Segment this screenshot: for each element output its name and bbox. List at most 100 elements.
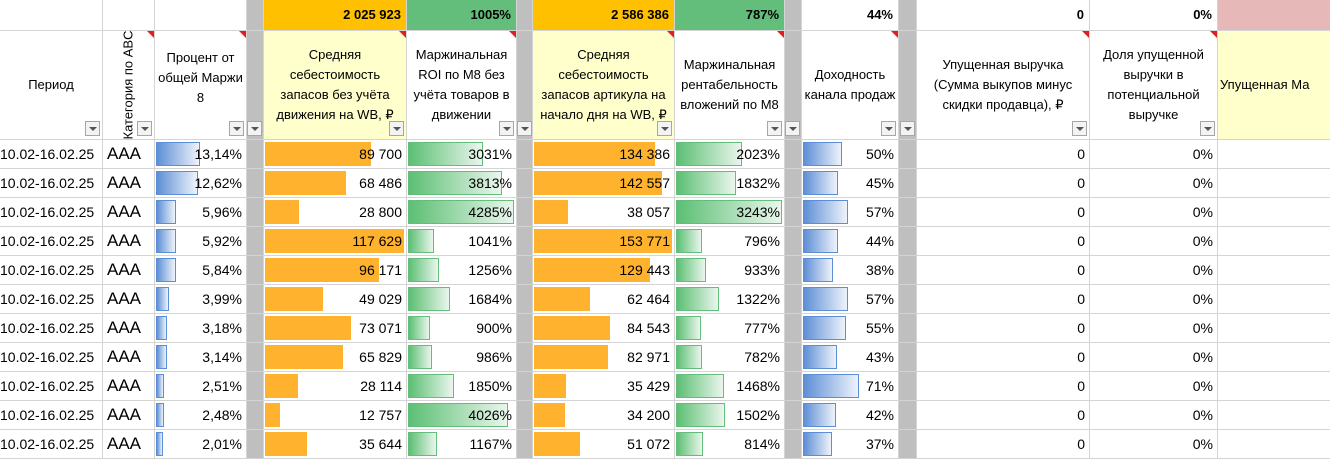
comment-indicator-icon[interactable] (239, 31, 246, 38)
cell-lost-margin[interactable] (1218, 169, 1330, 198)
cell-period[interactable]: 10.02-16.02.25 (0, 343, 103, 372)
cell-channel-yield[interactable]: 37% (802, 430, 899, 459)
filter-dropdown-icon[interactable] (137, 121, 152, 136)
summary-lost-revenue[interactable]: 0 (917, 0, 1090, 31)
cell-avg-cost-start-day[interactable]: 129 443 (533, 256, 675, 285)
cell-margin-pct[interactable]: 5,96% (155, 198, 247, 227)
cell-lost-revenue[interactable]: 0 (917, 343, 1090, 372)
filter-dropdown-icon[interactable] (229, 121, 244, 136)
summary-blank-period[interactable] (0, 0, 103, 31)
cell-channel-yield[interactable]: 57% (802, 198, 899, 227)
cell-roi-m8[interactable]: 4285% (407, 198, 517, 227)
cell-margin-return-m8[interactable]: 2023% (675, 140, 785, 169)
summary-blank-margin[interactable] (155, 0, 247, 31)
cell-roi-m8[interactable]: 986% (407, 343, 517, 372)
cell-channel-yield[interactable]: 50% (802, 140, 899, 169)
cell-period[interactable]: 10.02-16.02.25 (0, 140, 103, 169)
cell-avg-cost-no-move[interactable]: 73 071 (264, 314, 407, 343)
cell-abc[interactable]: AAA (103, 401, 155, 430)
cell-channel-yield[interactable]: 45% (802, 169, 899, 198)
comment-indicator-icon[interactable] (147, 31, 154, 38)
summary-margin-return-m8[interactable]: 787% (675, 0, 785, 31)
filter-dropdown-icon[interactable] (247, 121, 262, 136)
cell-margin-pct[interactable]: 5,84% (155, 256, 247, 285)
cell-abc[interactable]: AAA (103, 198, 155, 227)
cell-lost-margin[interactable] (1218, 140, 1330, 169)
cell-margin-pct[interactable]: 2,48% (155, 401, 247, 430)
cell-avg-cost-no-move[interactable]: 89 700 (264, 140, 407, 169)
cell-avg-cost-no-move[interactable]: 96 171 (264, 256, 407, 285)
cell-lost-revenue-share[interactable]: 0% (1090, 314, 1218, 343)
summary-blank-abc[interactable] (103, 0, 155, 31)
cell-period[interactable]: 10.02-16.02.25 (0, 198, 103, 227)
cell-period[interactable]: 10.02-16.02.25 (0, 372, 103, 401)
cell-margin-return-m8[interactable]: 814% (675, 430, 785, 459)
header-margin-return-m8[interactable]: Маржинальная рентабельность вложений по … (675, 31, 785, 140)
cell-avg-cost-no-move[interactable]: 65 829 (264, 343, 407, 372)
comment-indicator-icon[interactable] (509, 31, 516, 38)
cell-avg-cost-no-move[interactable]: 117 629 (264, 227, 407, 256)
comment-indicator-icon[interactable] (667, 31, 674, 38)
summary-lost-revenue-share[interactable]: 0% (1090, 0, 1218, 31)
cell-lost-revenue-share[interactable]: 0% (1090, 285, 1218, 314)
cell-avg-cost-no-move[interactable]: 49 029 (264, 285, 407, 314)
cell-abc[interactable]: AAA (103, 430, 155, 459)
cell-lost-margin[interactable] (1218, 227, 1330, 256)
cell-abc[interactable]: AAA (103, 256, 155, 285)
header-abc[interactable]: Категория по ABC (103, 31, 155, 140)
cell-avg-cost-start-day[interactable]: 51 072 (533, 430, 675, 459)
cell-avg-cost-start-day[interactable]: 82 971 (533, 343, 675, 372)
header-roi-m8[interactable]: Маржинальная ROI по М8 без учёта товаров… (407, 31, 517, 140)
header-avg-cost-start-day[interactable]: Средняя себестоимость запасов артикула н… (533, 31, 675, 140)
cell-lost-revenue-share[interactable]: 0% (1090, 140, 1218, 169)
comment-indicator-icon[interactable] (891, 31, 898, 38)
cell-margin-return-m8[interactable]: 933% (675, 256, 785, 285)
cell-margin-return-m8[interactable]: 782% (675, 343, 785, 372)
filter-dropdown-icon[interactable] (785, 121, 800, 136)
filter-dropdown-icon[interactable] (499, 121, 514, 136)
cell-channel-yield[interactable]: 55% (802, 314, 899, 343)
cell-avg-cost-start-day[interactable]: 134 386 (533, 140, 675, 169)
cell-lost-margin[interactable] (1218, 198, 1330, 227)
cell-lost-revenue-share[interactable]: 0% (1090, 372, 1218, 401)
cell-period[interactable]: 10.02-16.02.25 (0, 401, 103, 430)
cell-margin-return-m8[interactable]: 1832% (675, 169, 785, 198)
summary-lost-margin[interactable] (1218, 0, 1330, 31)
cell-lost-revenue[interactable]: 0 (917, 372, 1090, 401)
cell-margin-pct[interactable]: 3,18% (155, 314, 247, 343)
header-margin-pct[interactable]: Процент от общей Маржи 8 (155, 31, 247, 140)
cell-margin-return-m8[interactable]: 3243% (675, 198, 785, 227)
filter-dropdown-icon[interactable] (1072, 121, 1087, 136)
cell-lost-revenue-share[interactable]: 0% (1090, 227, 1218, 256)
cell-lost-revenue-share[interactable]: 0% (1090, 343, 1218, 372)
filter-dropdown-icon[interactable] (85, 121, 100, 136)
cell-margin-pct[interactable]: 2,51% (155, 372, 247, 401)
cell-roi-m8[interactable]: 1256% (407, 256, 517, 285)
cell-abc[interactable]: AAA (103, 169, 155, 198)
cell-avg-cost-no-move[interactable]: 28 800 (264, 198, 407, 227)
cell-period[interactable]: 10.02-16.02.25 (0, 227, 103, 256)
cell-channel-yield[interactable]: 38% (802, 256, 899, 285)
cell-roi-m8[interactable]: 1850% (407, 372, 517, 401)
cell-roi-m8[interactable]: 1167% (407, 430, 517, 459)
header-lost-margin[interactable]: Упущенная Ма (1218, 31, 1330, 140)
summary-avg-cost-no-move[interactable]: 2 025 923 (264, 0, 407, 31)
filter-dropdown-icon[interactable] (767, 121, 782, 136)
cell-lost-margin[interactable] (1218, 256, 1330, 285)
cell-margin-pct[interactable]: 2,01% (155, 430, 247, 459)
cell-margin-pct[interactable]: 12,62% (155, 169, 247, 198)
cell-abc[interactable]: AAA (103, 314, 155, 343)
cell-lost-revenue[interactable]: 0 (917, 430, 1090, 459)
cell-channel-yield[interactable]: 43% (802, 343, 899, 372)
summary-roi-m8[interactable]: 1005% (407, 0, 517, 31)
cell-period[interactable]: 10.02-16.02.25 (0, 430, 103, 459)
cell-channel-yield[interactable]: 71% (802, 372, 899, 401)
header-channel-yield[interactable]: Доходность канала продаж (802, 31, 899, 140)
cell-period[interactable]: 10.02-16.02.25 (0, 169, 103, 198)
summary-channel-yield[interactable]: 44% (802, 0, 899, 31)
cell-period[interactable]: 10.02-16.02.25 (0, 285, 103, 314)
cell-avg-cost-no-move[interactable]: 68 486 (264, 169, 407, 198)
cell-lost-revenue[interactable]: 0 (917, 140, 1090, 169)
cell-abc[interactable]: AAA (103, 372, 155, 401)
cell-margin-return-m8[interactable]: 1468% (675, 372, 785, 401)
